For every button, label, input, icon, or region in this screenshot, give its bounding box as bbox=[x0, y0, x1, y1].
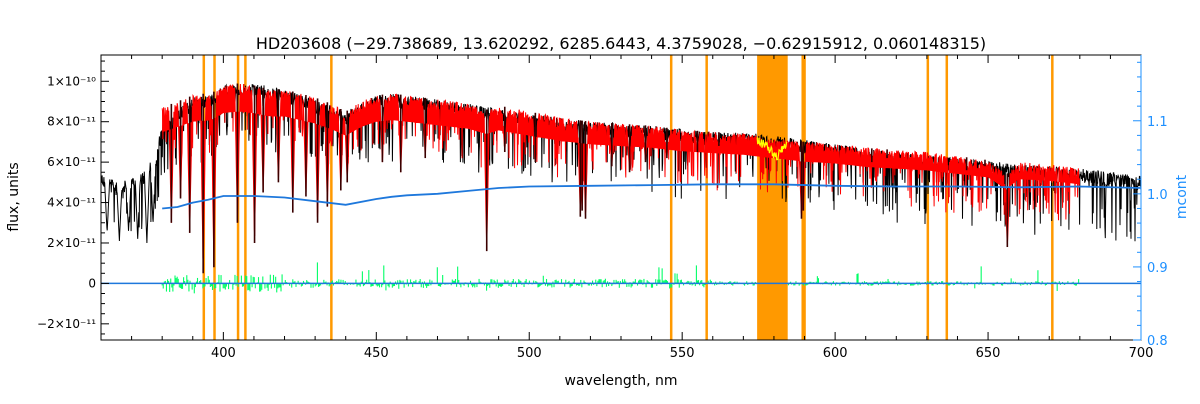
y-axis-ticks: 1×10⁻¹⁰ 8×10⁻¹¹ 6×10⁻¹¹ 4×10⁻¹¹ 2×10⁻¹¹ 0 −2×1… bbox=[37, 60, 109, 335]
right-axis-tick-label: 0.8 bbox=[1147, 334, 1168, 349]
x-tick-label: 400 bbox=[211, 346, 236, 361]
residuals-group bbox=[161, 262, 1081, 294]
x-tick-label: 500 bbox=[517, 346, 542, 361]
x-tick-label: 700 bbox=[1129, 346, 1154, 361]
right-axis-ticks: 0.8 0.9 1.0 1.1 bbox=[1133, 55, 1168, 349]
mask-band bbox=[669, 55, 673, 340]
x-tick-label: 650 bbox=[976, 346, 1001, 361]
x-tick-label: 450 bbox=[364, 346, 389, 361]
y-tick-label: 0 bbox=[88, 276, 96, 290]
y-axis-label: flux, units bbox=[6, 162, 22, 231]
y-tick-label: 1×10⁻¹⁰ bbox=[47, 74, 96, 88]
model-spectrum-line bbox=[161, 83, 1080, 266]
mask-band bbox=[803, 55, 806, 340]
x-axis-ticks: 400 450 500 550 600 650 700 bbox=[100, 55, 1154, 361]
x-tick-label: 550 bbox=[670, 346, 695, 361]
right-axis-tick-label: 0.9 bbox=[1147, 261, 1168, 276]
mask-band bbox=[945, 55, 949, 340]
mask-band bbox=[757, 55, 788, 340]
y-tick-label: 8×10⁻¹¹ bbox=[47, 115, 96, 129]
y-tick-label: 2×10⁻¹¹ bbox=[47, 236, 96, 250]
y-tick-label: 4×10⁻¹¹ bbox=[47, 196, 96, 210]
y-tick-label: 6×10⁻¹¹ bbox=[47, 155, 96, 169]
series-layer bbox=[100, 83, 1142, 294]
right-axis-tick-label: 1.0 bbox=[1147, 188, 1168, 203]
right-axis-label: mcont bbox=[1174, 174, 1190, 219]
mask-band bbox=[244, 55, 247, 340]
axes-layer: 400 450 500 550 600 650 700 1×10⁻¹⁰ 8×10⁻¹¹ 6×10… bbox=[37, 54, 1168, 361]
x-axis-label: wavelength, nm bbox=[565, 373, 678, 389]
mask-band bbox=[705, 55, 708, 340]
mask-band bbox=[926, 55, 930, 340]
chart-title: HD203608 (−29.738689, 13.620292, 6285.64… bbox=[256, 34, 986, 53]
masked-model-line bbox=[756, 137, 788, 161]
y-tick-label: −2×10⁻¹¹ bbox=[37, 317, 96, 331]
continuum-line bbox=[162, 183, 1142, 210]
mask-band bbox=[330, 55, 333, 340]
x-tick-label: 600 bbox=[823, 346, 848, 361]
right-axis-tick-label: 1.1 bbox=[1147, 115, 1168, 130]
